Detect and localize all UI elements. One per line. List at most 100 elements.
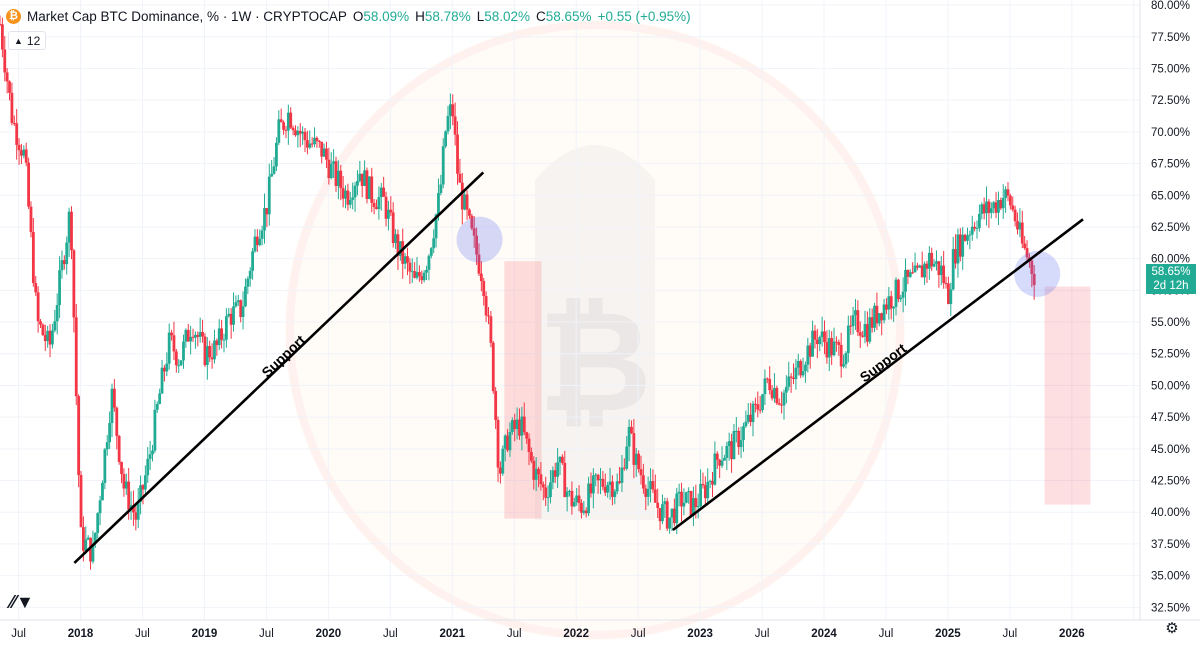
candle-body	[916, 265, 919, 268]
candle-body	[122, 474, 126, 489]
candle-body	[208, 346, 212, 358]
time-axis[interactable]: Jul 2018 Jul 2019 Jul 2020 Jul 2021 Jul 2022 Jul 20…	[11, 628, 1084, 640]
open-value: 58.09%	[363, 8, 410, 24]
candle-body	[987, 201, 991, 213]
candle-body	[325, 148, 328, 160]
price-tick-label: 42.50%	[1151, 476, 1190, 488]
candle-body	[139, 485, 142, 502]
price-tick-label: 52.50%	[1151, 349, 1190, 361]
candle-body	[518, 419, 521, 436]
candle-body	[587, 483, 590, 514]
candle-body	[267, 176, 271, 215]
candle-body	[713, 453, 717, 485]
candle-body	[1023, 243, 1027, 249]
candle-body	[387, 209, 390, 219]
candle-body	[215, 340, 219, 346]
candle-body	[925, 263, 929, 269]
candle-body	[999, 199, 1003, 209]
price-tick-label: 45.00%	[1151, 444, 1190, 456]
time-tick-label: 2022	[563, 628, 589, 640]
candle-body	[756, 404, 760, 410]
candle-body	[186, 329, 190, 342]
candle-body	[901, 291, 905, 298]
candle-body	[41, 324, 45, 336]
candle-body	[568, 490, 571, 492]
candle-body	[780, 404, 784, 406]
candle-body	[93, 532, 97, 544]
price-tick-label: 50.00%	[1151, 380, 1190, 392]
candle-body	[894, 279, 898, 307]
candle-body	[951, 249, 955, 290]
candle-body	[263, 208, 266, 231]
gear-icon[interactable]: ⚙	[1165, 620, 1179, 637]
candle-body	[286, 112, 290, 131]
candle-body	[420, 276, 424, 281]
candle-body	[260, 230, 264, 239]
candle-body	[453, 116, 457, 135]
candle-body	[513, 420, 517, 430]
low-label: L	[476, 8, 485, 24]
indicators-toggle[interactable]: ▲ 12	[8, 31, 47, 50]
candle-body	[43, 335, 47, 342]
candle-body	[501, 448, 505, 474]
candle-body	[120, 461, 123, 475]
candle-body	[441, 146, 445, 185]
candle-body	[549, 482, 552, 498]
candle-body	[468, 209, 471, 216]
candle-body	[582, 510, 586, 513]
candle-body	[580, 502, 583, 513]
candle-body	[777, 403, 781, 405]
candle-body	[67, 211, 71, 243]
candle-body	[148, 454, 152, 459]
candle-body	[39, 321, 42, 325]
candle-body	[506, 435, 509, 451]
candle-body	[508, 431, 512, 451]
projection-box	[1044, 286, 1091, 505]
candle-body	[603, 486, 607, 493]
candle-body	[544, 487, 548, 498]
price-axis[interactable]: 32.50% 35.00% 37.50% 40.00% 42.50% 45.00% 47.5…	[1151, 0, 1190, 614]
candle-body	[968, 234, 972, 236]
candle-body	[0, 24, 4, 50]
candle-body	[344, 190, 347, 199]
price-tick-label: 60.00%	[1151, 254, 1190, 266]
candle-body	[670, 508, 674, 518]
candle-body	[661, 504, 664, 522]
candle-body	[62, 260, 66, 265]
candle-body	[885, 304, 888, 310]
candle-body	[191, 336, 195, 338]
breakdown-circle	[1014, 250, 1061, 297]
candle-body	[379, 187, 383, 198]
chevron-up-icon: ▲	[14, 35, 23, 46]
candle-body	[46, 330, 50, 342]
candle-body	[84, 539, 88, 551]
candle-body	[815, 339, 819, 345]
high-label: H	[415, 8, 425, 24]
price-tick-label: 37.50%	[1151, 539, 1190, 551]
candle-body	[234, 302, 238, 307]
price-tick-label: 40.00%	[1151, 507, 1190, 519]
candle-body	[889, 296, 893, 309]
candle-body	[792, 377, 795, 380]
candle-body	[124, 481, 128, 489]
symbol-title[interactable]: Market Cap BTC Dominance, % · 1W · CRYPT…	[27, 8, 347, 24]
candle-body	[427, 255, 431, 270]
candle-body	[796, 360, 800, 368]
candle-body	[382, 187, 386, 197]
candle-body	[832, 341, 836, 356]
support-line[interactable]	[73, 171, 485, 564]
support-line[interactable]	[672, 218, 1084, 532]
tradingview-logo-icon[interactable]: ⁄⁄▼	[10, 592, 34, 612]
candle-body	[272, 166, 276, 174]
time-tick-label: Jul	[507, 628, 522, 640]
price-tick-label: 77.50%	[1151, 32, 1190, 44]
candle-body	[348, 199, 352, 205]
candle-body	[372, 202, 376, 208]
candle-body	[906, 269, 910, 277]
candle-body	[248, 270, 252, 279]
candle-body	[975, 227, 979, 229]
candle-body	[296, 130, 300, 136]
candle-body	[827, 338, 831, 358]
candle-body	[730, 441, 733, 460]
